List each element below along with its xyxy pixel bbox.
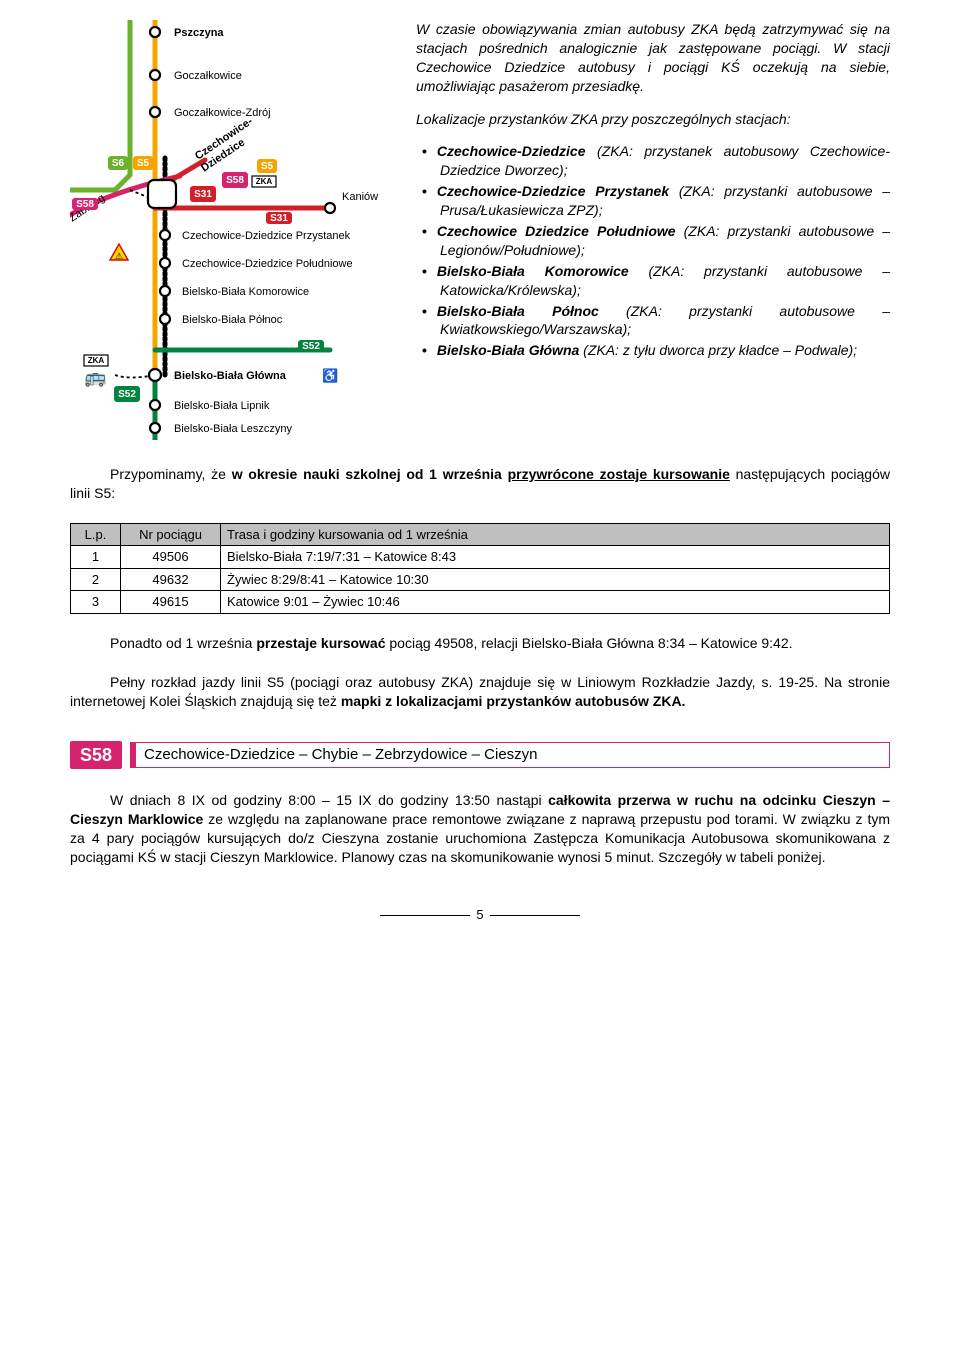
table-row: 249632Żywiec 8:29/8:41 – Katowice 10:30: [71, 568, 890, 591]
svg-text:S52: S52: [302, 341, 320, 352]
table-row: 149506Bielsko-Biała 7:19/7:31 – Katowice…: [71, 546, 890, 569]
after-table-para-1: Ponadto od 1 września przestaje kursować…: [70, 634, 890, 653]
col-nr: Nr pociągu: [121, 523, 221, 546]
svg-text:Goczałkowice: Goczałkowice: [174, 70, 242, 82]
svg-text:Kaniów: Kaniów: [342, 191, 378, 203]
svg-text:S5: S5: [261, 161, 274, 172]
page-number: 5: [70, 906, 890, 924]
schematic-map: Pszczyna Goczałkowice Goczałkowice-Zdrój…: [70, 20, 400, 445]
after-table-para-2: Pełny rozkład jazdy linii S5 (pociągi or…: [70, 673, 890, 711]
s58-paragraph: W dniach 8 IX od godziny 8:00 – 15 IX do…: [70, 791, 890, 867]
svg-text:Bielsko-Biała Komorowice: Bielsko-Biała Komorowice: [182, 286, 309, 298]
col-lp: L.p.: [71, 523, 121, 546]
svg-text:S5: S5: [137, 158, 150, 169]
zka-stop-list: Czechowice-Dziedzice (ZKA: przystanek au…: [416, 142, 890, 360]
col-trasa: Trasa i godziny kursowania od 1 września: [221, 523, 890, 546]
svg-text:Pszczyna: Pszczyna: [174, 27, 224, 39]
svg-text:Czechowice-Dziedzice Przystane: Czechowice-Dziedzice Przystanek: [182, 230, 351, 242]
svg-text:Bielsko-Biała Lipnik: Bielsko-Biała Lipnik: [174, 400, 270, 412]
reminder-paragraph: Przypominamy, że w okresie nauki szkolne…: [70, 465, 890, 503]
line-route-s58: Czechowice-Dziedzice – Chybie – Zebrzydo…: [130, 742, 890, 768]
intro-paragraph-1: W czasie obowiązywania zmian autobusy ZK…: [416, 20, 890, 96]
svg-text:⚠: ⚠: [115, 251, 123, 261]
svg-text:S6: S6: [112, 158, 125, 169]
svg-text:Bielsko-Biała Północ: Bielsko-Biała Północ: [182, 314, 283, 326]
svg-text:Czechowice-Dziedzice Południow: Czechowice-Dziedzice Południowe: [182, 258, 353, 270]
intro-paragraph-2-head: Lokalizacje przystanków ZKA przy poszcze…: [416, 110, 890, 129]
map-svg: Pszczyna Goczałkowice Goczałkowice-Zdrój…: [70, 20, 400, 440]
svg-text:S31: S31: [270, 213, 288, 224]
svg-text:ZKA: ZKA: [88, 356, 105, 365]
svg-text:S52: S52: [118, 389, 136, 400]
svg-text:S58: S58: [76, 199, 94, 210]
svg-text:🚌: 🚌: [84, 367, 106, 387]
svg-text:Goczałkowice-Zdrój: Goczałkowice-Zdrój: [174, 107, 271, 119]
svg-text:S58: S58: [226, 175, 244, 186]
svg-text:Bielsko-Biała Główna: Bielsko-Biała Główna: [174, 370, 287, 382]
train-table: L.p. Nr pociągu Trasa i godziny kursowan…: [70, 523, 890, 614]
intro-block: W czasie obowiązywania zmian autobusy ZK…: [416, 20, 890, 445]
svg-text:♿: ♿: [322, 368, 338, 383]
line-s58-header: S58 Czechowice-Dziedzice – Chybie – Zebr…: [70, 741, 890, 769]
line-badge-s58: S58: [70, 741, 122, 769]
svg-text:S31: S31: [194, 189, 212, 200]
table-row: 349615Katowice 9:01 – Żywiec 10:46: [71, 591, 890, 614]
svg-text:Bielsko-Biała Leszczyny: Bielsko-Biała Leszczyny: [174, 423, 292, 435]
svg-text:ZKA: ZKA: [256, 177, 273, 186]
